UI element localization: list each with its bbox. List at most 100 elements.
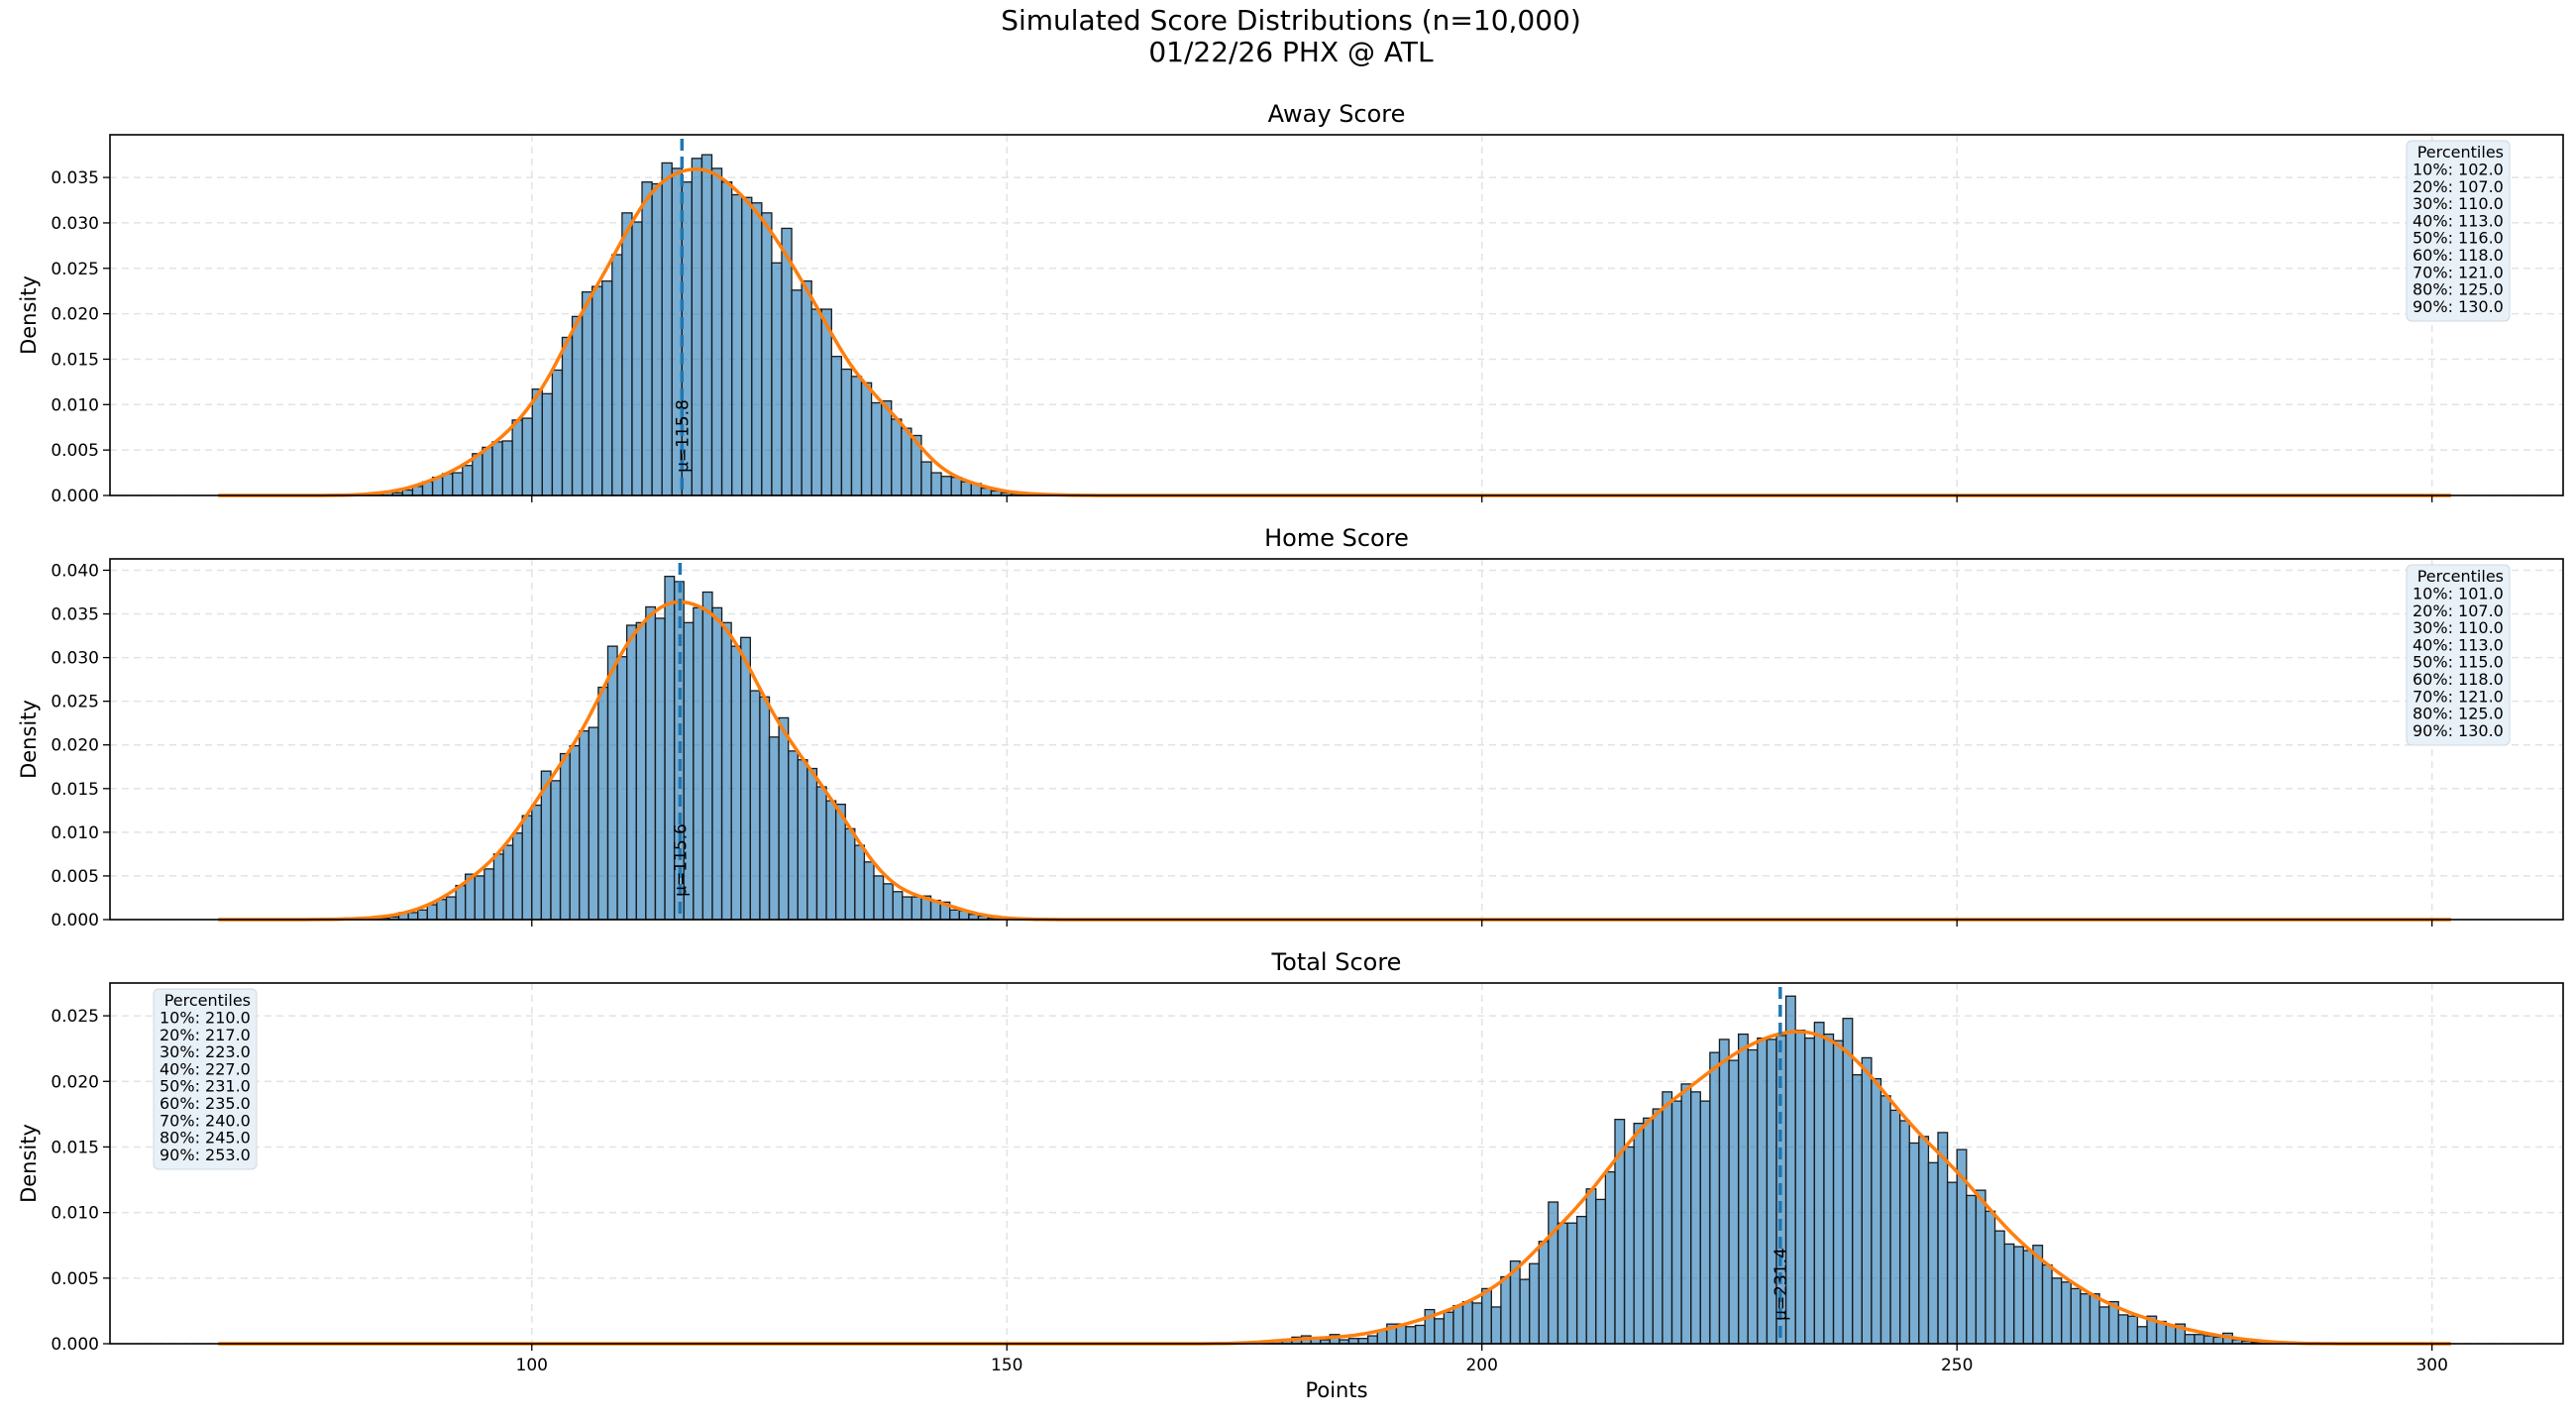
- percentile-entry: 30%: 223.0: [160, 1042, 251, 1061]
- histogram-bar: [1861, 1056, 1873, 1345]
- panel-away-score: Away Score μ=115.8 0.000 0.005 0.010 0.015 0.0…: [17, 100, 2564, 506]
- histogram-bar: [2165, 1324, 2177, 1345]
- histogram-bar: [521, 815, 533, 921]
- histogram-bar: [621, 212, 633, 496]
- histogram-bar: [1871, 1077, 1882, 1345]
- histogram-bar: [949, 909, 960, 921]
- histogram-bar: [1575, 1215, 1587, 1345]
- y-axis-label: Density: [17, 1124, 41, 1203]
- histogram-bar: [901, 427, 912, 496]
- histogram-bar: [1670, 1100, 1682, 1345]
- histogram-bar: [1529, 1262, 1540, 1345]
- histogram-bar: [651, 182, 663, 496]
- histogram-bar: [730, 193, 743, 496]
- histogram-bar: [521, 417, 533, 496]
- histogram-bar: [1461, 1300, 1473, 1345]
- histogram-bar: [661, 162, 673, 496]
- percentile-entry: 30%: 110.0: [2413, 194, 2504, 213]
- histogram-bar: [1832, 1039, 1844, 1345]
- histogram-bar: [597, 686, 609, 921]
- x-tick-label: 300: [2415, 1356, 2447, 1375]
- histogram-bar: [844, 827, 856, 921]
- histogram-bar: [2202, 1335, 2214, 1345]
- histogram-bar: [2080, 1293, 2092, 1345]
- histogram-bar: [2117, 1314, 2129, 1345]
- percentile-entry: 30%: 110.0: [2413, 618, 2504, 637]
- histogram-bar: [2089, 1293, 2100, 1345]
- histogram-bar: [759, 696, 771, 921]
- y-tick-label: 0.000: [51, 487, 99, 506]
- y-tick-label: 0.030: [51, 649, 99, 669]
- histogram-bar: [1993, 1230, 2005, 1345]
- histogram-bar: [2194, 1334, 2205, 1345]
- histogram-bar: [1662, 1091, 1673, 1345]
- percentile-entry: 90%: 130.0: [2413, 297, 2504, 316]
- histogram-bar: [2184, 1334, 2196, 1345]
- histogram-bar: [462, 465, 474, 496]
- histogram-bar: [700, 154, 713, 496]
- histogram-bar: [436, 899, 448, 921]
- histogram-bar: [511, 419, 523, 496]
- percentiles-box-background: [153, 988, 258, 1170]
- percentile-entry: 50%: 116.0: [2413, 229, 2504, 248]
- y-tick-label: 0.035: [51, 168, 99, 188]
- histogram-bar: [870, 401, 883, 496]
- histogram-bar: [1538, 1241, 1550, 1345]
- histogram-bar: [561, 336, 574, 496]
- percentiles-title: Percentiles: [164, 991, 251, 1010]
- histogram-bar: [1946, 1181, 1958, 1345]
- histogram-bar: [1975, 1189, 1986, 1345]
- panel-title: Away Score: [1268, 100, 1406, 128]
- mean-label: μ=115.6: [671, 823, 691, 897]
- histogram-bar: [1585, 1188, 1597, 1345]
- x-tick-label: 100: [516, 1356, 548, 1375]
- histogram-bar: [452, 472, 464, 496]
- histogram-bar: [1500, 1275, 1512, 1345]
- histogram-bar: [1414, 1324, 1426, 1345]
- histogram-bar: [2127, 1315, 2139, 1345]
- histogram-bar: [645, 605, 657, 921]
- percentiles-box-background: [2406, 140, 2511, 322]
- histogram-bar: [1680, 1083, 1692, 1345]
- percentile-entry: 20%: 107.0: [2413, 601, 2504, 620]
- y-tick-label: 0.005: [51, 1269, 99, 1289]
- histogram-bar: [1434, 1318, 1446, 1345]
- histogram-bar: [1709, 1051, 1721, 1345]
- histogram-bar: [1595, 1198, 1607, 1345]
- histogram-bar: [2070, 1287, 2082, 1345]
- histogram-bar: [531, 388, 543, 496]
- histogram-bar: [1823, 1033, 1835, 1345]
- y-tick-label: 0.000: [51, 911, 99, 930]
- histogram-bar: [797, 759, 808, 921]
- percentile-entry: 70%: 240.0: [160, 1111, 251, 1130]
- histogram-bar: [902, 896, 913, 921]
- y-tick-label: 0.020: [51, 1072, 99, 1092]
- y-tick-label: 0.040: [51, 561, 99, 581]
- histogram-bar: [426, 904, 438, 921]
- panel-total-score: Total Score μ=231.4 100 150 200 250 300 0.000 0.…: [17, 948, 2564, 1375]
- panel-title: Home Score: [1264, 524, 1409, 552]
- histogram-bar: [635, 621, 647, 921]
- histogram-bar: [740, 636, 751, 921]
- histogram-bar: [631, 221, 643, 496]
- histogram-bar: [711, 606, 723, 921]
- histogram-bar: [1405, 1326, 1417, 1345]
- x-axis-label: Points: [1305, 1378, 1367, 1402]
- histogram-bar: [588, 726, 599, 921]
- histogram-bar: [1852, 1074, 1863, 1345]
- histogram-bar: [641, 181, 653, 496]
- percentile-entry: 80%: 125.0: [2413, 705, 2504, 723]
- percentile-entry: 60%: 118.0: [2413, 246, 2504, 265]
- histogram-bar: [1566, 1222, 1578, 1345]
- histogram-bar: [579, 729, 590, 921]
- histogram-bar: [920, 461, 932, 496]
- histogram-bar: [491, 441, 503, 496]
- percentile-entry: 50%: 231.0: [160, 1077, 251, 1096]
- histogram-bar: [483, 868, 495, 921]
- x-tick-label: 150: [991, 1356, 1022, 1375]
- histogram-bar: [1879, 1095, 1891, 1345]
- percentile-entry: 40%: 227.0: [160, 1059, 251, 1078]
- histogram-bar: [781, 227, 793, 496]
